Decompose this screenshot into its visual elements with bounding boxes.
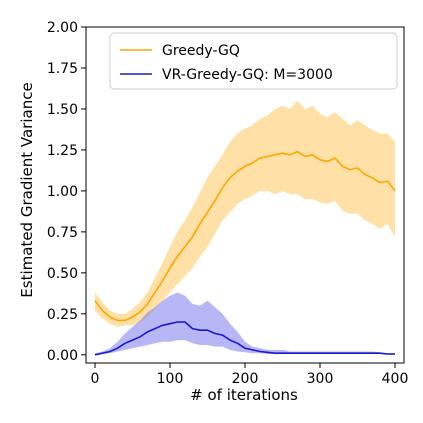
series-line-1 bbox=[94, 321, 395, 356]
y-tick-label: 1.00 bbox=[47, 184, 78, 200]
x-tick-label: 0 bbox=[91, 371, 100, 387]
series-line-0 bbox=[94, 150, 396, 322]
y-tick-label: 1.50 bbox=[47, 102, 78, 118]
series-band-1 bbox=[95, 292, 395, 355]
y-tick-label: 2.00 bbox=[47, 20, 78, 36]
x-tick-label: 200 bbox=[232, 371, 259, 387]
y-tick-label: 0.00 bbox=[47, 348, 78, 364]
x-tick-label: 400 bbox=[382, 371, 409, 387]
legend-label: Greedy-GQ bbox=[162, 43, 240, 59]
tick-marks: 0 100 200 300 400 0.00 0.25 0.50 0.75 1.00 1.25 1.5… bbox=[47, 20, 409, 387]
legend-label: VR-Greedy-GQ: M=3000 bbox=[162, 67, 333, 83]
series-lines bbox=[94, 150, 396, 356]
y-tick-label: 0.50 bbox=[47, 266, 78, 282]
x-axis-label: # of iterations bbox=[190, 386, 298, 404]
y-tick-label: 1.75 bbox=[47, 61, 78, 77]
x-tick-label: 100 bbox=[157, 371, 184, 387]
x-tick-label: 300 bbox=[307, 371, 334, 387]
series-band-0 bbox=[95, 100, 395, 327]
y-tick-label: 1.25 bbox=[47, 143, 78, 159]
y-tick-label: 0.75 bbox=[47, 225, 78, 241]
y-tick-label: 0.25 bbox=[47, 307, 78, 323]
confidence-bands bbox=[95, 100, 395, 355]
y-axis-label: Estimated Gradient Variance bbox=[18, 82, 36, 297]
legend-box bbox=[109, 32, 398, 90]
legend: Greedy-GQ VR-Greedy-GQ: M=3000 bbox=[109, 32, 398, 90]
